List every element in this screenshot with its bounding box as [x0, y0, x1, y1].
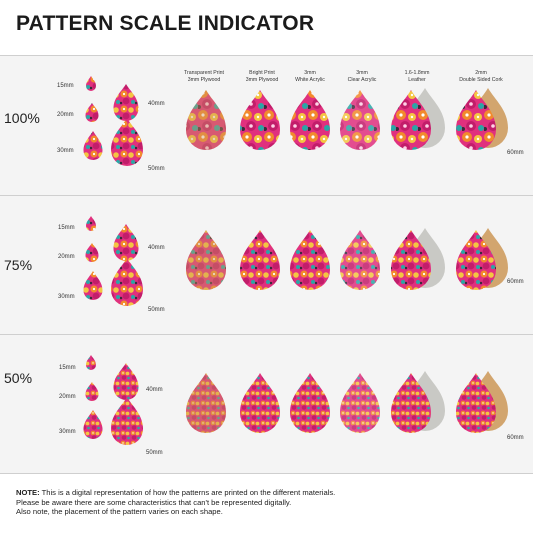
size-label-20mm: 20mm: [57, 112, 74, 118]
drop-20mm: [85, 103, 99, 123]
drop-clear-acrylic: [340, 373, 380, 433]
drop-clear-acrylic: [340, 90, 380, 150]
material-label-clear-acrylic: 3mm Clear Acrylic: [347, 70, 377, 83]
section-divider: [0, 55, 533, 56]
note-label: NOTE:: [16, 488, 40, 497]
material-label-leather: 1.6-1.8mm Leather: [404, 70, 430, 83]
size-label-60mm: 60mm: [507, 435, 524, 441]
drop-bright-plywood: [240, 230, 280, 290]
section-divider: [0, 473, 533, 474]
size-label-50mm: 50mm: [148, 307, 165, 313]
drop-transparent-plywood-print: [186, 373, 226, 433]
drop-30mm: [83, 410, 103, 439]
size-label-15mm: 15mm: [57, 83, 74, 89]
size-label-40mm: 40mm: [148, 101, 165, 107]
drop-50mm: [111, 397, 143, 445]
drop-40mm: [113, 224, 139, 261]
material-label-bright-plywood: Bright Print 3mm Plywood: [245, 70, 279, 83]
drop-30mm: [83, 271, 103, 300]
size-label-40mm: 40mm: [148, 245, 165, 251]
disclaimer-note: NOTE: This is a digital representation o…: [16, 488, 521, 517]
size-label-30mm: 30mm: [59, 429, 76, 435]
drop-40mm: [113, 84, 139, 121]
drop-leather-front: [391, 90, 431, 150]
drop-bright-plywood: [240, 373, 280, 433]
drop-cork-front: [456, 373, 496, 433]
material-label-white-acrylic: 3mm White Acrylic: [295, 70, 325, 83]
drop-clear-acrylic: [340, 230, 380, 290]
section-divider: [0, 334, 533, 335]
drop-40mm: [113, 363, 139, 400]
size-label-15mm: 15mm: [59, 365, 76, 371]
size-label-30mm: 30mm: [57, 148, 74, 154]
drop-30mm: [83, 131, 103, 160]
scale-label-50: 50%: [4, 370, 33, 386]
drop-15mm: [86, 76, 96, 91]
size-label-50mm: 50mm: [146, 450, 163, 456]
drop-leather-front: [391, 230, 431, 290]
note-line-3: Also note, the placement of the pattern …: [16, 507, 223, 517]
note-line-2: Please be aware there are some character…: [16, 497, 292, 507]
drop-transparent-plywood-print: [186, 90, 226, 150]
drop-50mm: [111, 258, 143, 306]
size-label-15mm: 15mm: [58, 225, 75, 231]
drop-20mm: [85, 243, 99, 262]
material-label-cork: 2mm Double Sided Cork: [459, 70, 503, 83]
scale-label-100: 100%: [4, 110, 40, 126]
page-title: PATTERN SCALE INDICATOR: [16, 12, 315, 35]
drop-layer: [83, 76, 508, 445]
section-divider: [0, 195, 533, 196]
drop-white-acrylic: [290, 90, 330, 150]
size-label-60mm: 60mm: [507, 150, 524, 156]
drop-white-acrylic: [290, 230, 330, 290]
drop-cork-front: [456, 230, 496, 290]
size-label-60mm: 60mm: [507, 279, 524, 285]
size-label-20mm: 20mm: [59, 394, 76, 400]
size-label-40mm: 40mm: [146, 387, 163, 393]
drop-20mm: [85, 382, 99, 402]
drop-cork-front: [456, 90, 496, 150]
note-line-1: This is a digital representation of how …: [41, 488, 336, 497]
drop-transparent-plywood-print: [186, 230, 226, 290]
size-label-50mm: 50mm: [148, 166, 165, 172]
size-label-20mm: 20mm: [58, 254, 75, 260]
drop-bright-plywood: [240, 90, 280, 150]
drop-leather-front: [391, 373, 431, 433]
drop-white-acrylic: [290, 373, 330, 433]
size-label-30mm: 30mm: [58, 294, 75, 300]
material-label-transparent-plywood: Transparent Print 3mm Plywood: [184, 70, 224, 83]
drop-15mm: [86, 216, 96, 231]
drop-15mm: [86, 355, 96, 370]
scale-label-75: 75%: [4, 257, 33, 273]
drop-50mm: [111, 118, 143, 166]
